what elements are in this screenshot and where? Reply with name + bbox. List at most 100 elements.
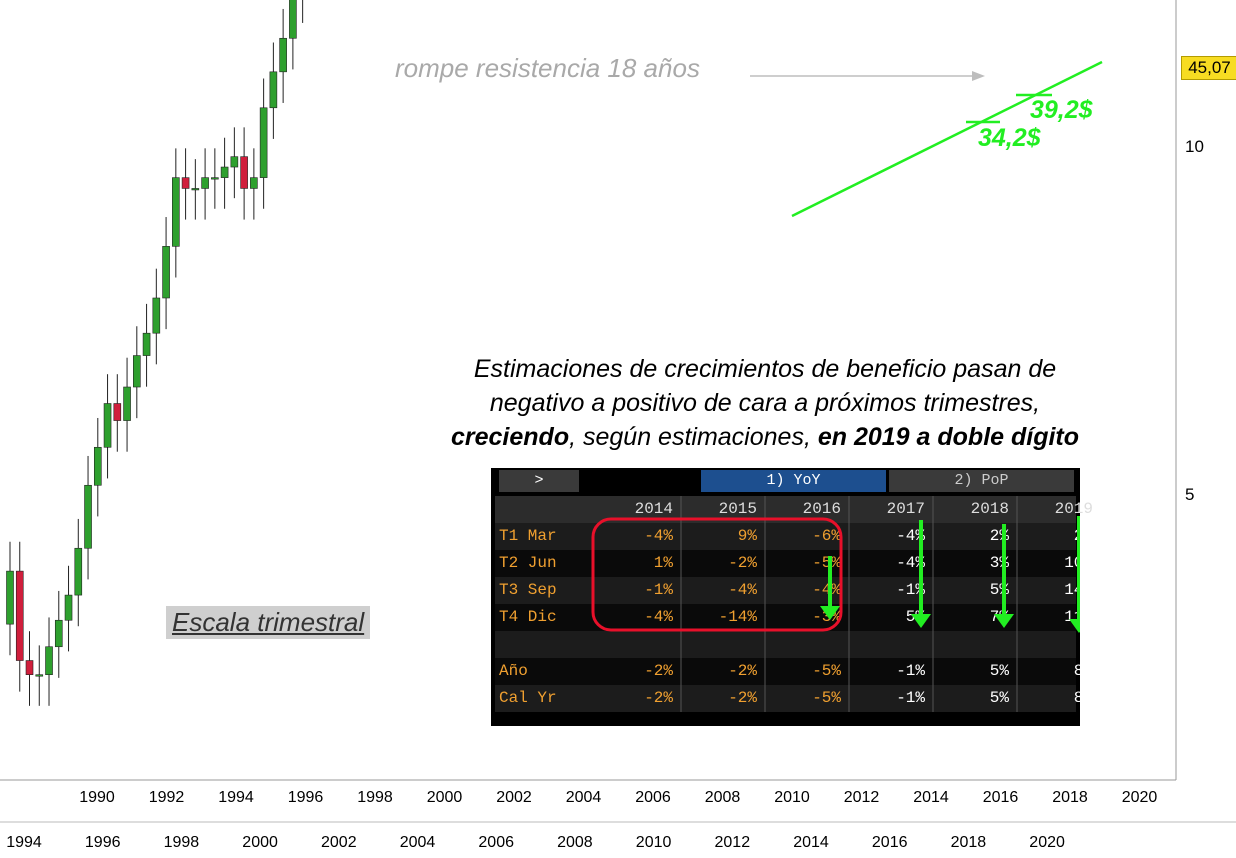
tab-pop[interactable]: 2) PoP — [889, 470, 1074, 492]
x-tick-upper: 1996 — [287, 789, 324, 806]
candle-body — [35, 674, 44, 677]
table-row: Cal Yr -2% -2% -5% -1% 5% 8% — [495, 685, 1093, 712]
candle-body — [93, 446, 102, 486]
candle-body — [123, 386, 131, 421]
candle-body — [84, 484, 92, 549]
resistance-annotation: rompe resistencia 18 años — [395, 53, 700, 83]
table-cell: -4% — [812, 581, 841, 599]
scale-label: Escala trimestral — [166, 606, 371, 639]
table-cell: 8% — [1073, 689, 1093, 707]
x-tick-upper: 2016 — [982, 789, 1019, 806]
tab-yoy[interactable]: 1) YoY — [701, 470, 886, 492]
chart-frame — [0, 0, 1236, 823]
x-tick-lower: 1998 — [163, 834, 200, 851]
table-cell: -4% — [644, 527, 673, 545]
x-tick-upper: 2014 — [913, 789, 949, 806]
y-tick-label: 5 — [1185, 485, 1195, 505]
table-cell: -4% — [896, 554, 925, 572]
candle-body — [240, 156, 248, 189]
earnings-estimates-table: > 1) YoY 2) PoP 2014 2015 2016 2017 2018 2019… — [491, 468, 1093, 726]
table-cell: T1 Mar — [499, 527, 557, 545]
tab-arrow[interactable]: > — [499, 470, 579, 492]
down-arrow-head — [1069, 619, 1080, 633]
x-tick-upper: 2002 — [496, 789, 532, 806]
table-cell: -4% — [644, 608, 673, 626]
downtrend-arrows — [820, 516, 1080, 633]
x-tick-lower: 2012 — [714, 834, 751, 851]
table-cell: 2017 — [886, 500, 925, 518]
table-cell: T4 Dic — [499, 608, 557, 626]
x-tick-upper: 2004 — [565, 789, 602, 806]
annotation-line-2: negativo a positivo de cara a próximos t… — [489, 389, 1041, 417]
candle-body — [279, 37, 287, 73]
table-cell: 5% — [989, 689, 1009, 707]
table-cell: -2% — [728, 689, 757, 707]
table-cell: Cal Yr — [499, 689, 557, 707]
table-cell: -5% — [812, 662, 841, 680]
table-cell: 1% — [653, 554, 673, 572]
candle-body — [259, 107, 268, 178]
x-tick-lower: 2010 — [635, 834, 672, 851]
annotation-line-3: creciendo, según estimaciones, en 2019 a… — [370, 420, 1160, 454]
x-tick-upper: 1994 — [218, 789, 254, 806]
candle-body — [211, 177, 219, 180]
x-tick-lower: 2016 — [871, 834, 908, 851]
table-cell: -1% — [644, 581, 673, 599]
last-price-badge: 45,07 — [1181, 56, 1236, 80]
table-overlay — [591, 496, 1080, 712]
x-tick-upper: 1992 — [148, 789, 185, 806]
table-cell: T3 Sep — [499, 581, 557, 599]
annotation-line-1: Estimaciones de crecimientos de benefici… — [473, 355, 1057, 383]
resistance-arrow-head — [972, 71, 985, 81]
candle-body — [289, 0, 297, 39]
x-tick-upper: 2012 — [843, 789, 880, 806]
table-cell: -5% — [812, 554, 841, 572]
table-cell: 2016 — [802, 500, 841, 518]
y-tick-label: 10 — [1185, 136, 1204, 156]
candle-body — [54, 619, 63, 648]
table-cell: -1% — [896, 689, 925, 707]
candle-body — [250, 177, 258, 189]
down-arrow-head — [994, 614, 1014, 628]
x-tick-lower: 2018 — [950, 834, 987, 851]
table-cell: -2% — [644, 662, 673, 680]
candle-body — [64, 594, 73, 621]
table-header-row: 2014 2015 2016 2017 2018 2019 — [495, 496, 1093, 523]
chart-overlays — [750, 60, 1103, 218]
table-cell: -4% — [728, 581, 757, 599]
candle-body — [162, 246, 170, 299]
candle-body — [152, 297, 161, 334]
x-tick-lower: 2002 — [321, 834, 357, 851]
table-cell: -2% — [728, 554, 757, 572]
table-cell: 2014 — [634, 500, 673, 518]
candle-body — [45, 646, 53, 675]
candle-body — [74, 547, 83, 596]
table-cell: 9% — [737, 527, 757, 545]
earnings-annotation: Estimaciones de crecimientos de benefici… — [370, 352, 1160, 454]
candle-body — [181, 177, 190, 189]
table-row: Año -2% -2% -5% -1% 5% 8% — [495, 658, 1093, 685]
table-row — [495, 631, 1076, 658]
annotation-mid: , según estimaciones, — [569, 423, 818, 451]
candle-body — [172, 177, 180, 247]
x-tick-lower: 1994 — [6, 834, 42, 851]
uptrend-line — [791, 60, 1103, 218]
table-cell: 5% — [989, 662, 1009, 680]
x-tick-upper: 2008 — [704, 789, 741, 806]
table-cell: -4% — [896, 527, 925, 545]
candle-body — [142, 332, 151, 356]
table-cell: -2% — [644, 689, 673, 707]
x-tick-lower: 2014 — [793, 834, 829, 851]
x-tick-upper: 1990 — [79, 789, 115, 806]
table-cell: -5% — [812, 689, 841, 707]
x-tick-upper: 2020 — [1121, 789, 1158, 806]
table-cell: -2% — [728, 662, 757, 680]
candle-body — [133, 355, 141, 388]
table-cell: T2 Jun — [499, 554, 557, 572]
down-arrow-head — [820, 606, 840, 620]
candle-body — [6, 570, 14, 625]
table-cell: -1% — [896, 662, 925, 680]
annotation-bold-a: creciendo — [450, 423, 570, 451]
support-low-label: 34,2$ — [978, 124, 1041, 152]
x-tick-upper: 2000 — [426, 789, 463, 806]
